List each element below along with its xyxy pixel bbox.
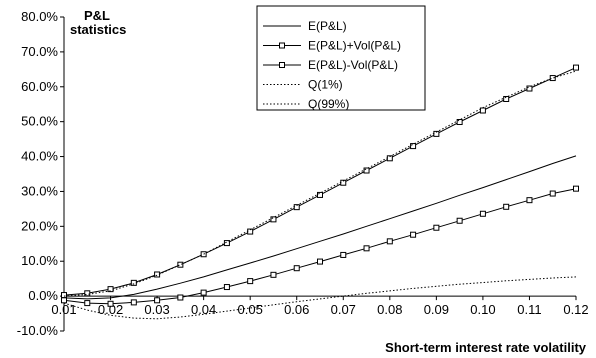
series-1-marker bbox=[503, 95, 510, 102]
series-2-marker bbox=[549, 190, 556, 197]
series-1-marker bbox=[223, 240, 230, 247]
y-tick-label: 0.0% bbox=[28, 288, 58, 303]
series-1-marker bbox=[456, 119, 463, 126]
legend-marker-2 bbox=[279, 62, 285, 68]
x-tick-label: 0.11 bbox=[517, 302, 541, 317]
y-tick-label: 70.0% bbox=[21, 44, 58, 59]
series-2-marker bbox=[503, 203, 510, 210]
legend-label-3: Q(1%) bbox=[308, 78, 343, 92]
series-1-marker bbox=[84, 290, 91, 297]
series-1-marker bbox=[526, 85, 533, 92]
y-tick-label: 40.0% bbox=[21, 149, 58, 164]
series-2-marker bbox=[386, 238, 393, 245]
series-line-2 bbox=[63, 188, 577, 305]
legend-label-2: E(P&L)-Vol(P&L) bbox=[308, 58, 398, 72]
series-2-marker bbox=[317, 258, 323, 265]
series-2-marker bbox=[247, 278, 254, 285]
series-2-marker bbox=[573, 185, 579, 192]
series-2-marker bbox=[200, 289, 207, 296]
y-tick-label: 30.0% bbox=[21, 183, 58, 198]
legend-label-4: Q(99%) bbox=[308, 97, 349, 111]
series-1-marker bbox=[410, 143, 417, 150]
series-1-marker bbox=[61, 292, 67, 299]
series-2-marker bbox=[363, 245, 370, 252]
series-line-3 bbox=[63, 276, 577, 320]
legend-label-1: E(P&L)+Vol(P&L) bbox=[308, 39, 401, 53]
x-tick-label: 0.05 bbox=[238, 302, 263, 317]
series-1-marker bbox=[549, 75, 556, 82]
x-tick-label: 0.10 bbox=[470, 302, 495, 317]
legend-marker-1 bbox=[279, 42, 285, 49]
x-tick-label: 0.12 bbox=[563, 302, 588, 317]
series-2-marker bbox=[433, 224, 440, 231]
x-tick-label: 0.09 bbox=[424, 302, 449, 317]
series-2-marker bbox=[293, 265, 300, 272]
y-axis-title-line2: statistics bbox=[70, 22, 126, 37]
series-1-marker bbox=[154, 271, 161, 278]
series-group bbox=[61, 64, 579, 320]
x-tick-label: 0.04 bbox=[191, 302, 216, 317]
y-tick-label: 10.0% bbox=[21, 253, 58, 268]
legend-box bbox=[256, 5, 426, 111]
x-tick-label: 0.08 bbox=[377, 302, 402, 317]
series-line-4 bbox=[63, 70, 577, 297]
series-2-marker bbox=[456, 217, 463, 224]
series-2-marker bbox=[107, 300, 114, 307]
x-tick-label: 0.07 bbox=[331, 302, 356, 317]
y-tick-label: 50.0% bbox=[21, 114, 58, 129]
series-2-marker bbox=[177, 294, 184, 301]
y-axis-title-line1: P&L bbox=[84, 8, 110, 23]
series-line-0 bbox=[63, 155, 577, 300]
x-axis-ticks: 0.01 0.02 0.03 0.04 0.05 0.06 0.07 0.08 0.09 0.10… bbox=[51, 296, 589, 317]
series-1-marker bbox=[317, 191, 323, 198]
y-axis-ticks: -10.0% 0.0% 10.0% 20.0% 30.0% 40.0% 50.0% 60.0%… bbox=[17, 9, 64, 338]
x-tick-label: 0.01 bbox=[51, 302, 76, 317]
y-tick-label: -10.0% bbox=[17, 323, 59, 338]
series-1-marker bbox=[107, 286, 114, 293]
legend-label-0: E(P&L) bbox=[308, 19, 347, 33]
y-tick-label: 20.0% bbox=[21, 218, 58, 233]
series-1-marker bbox=[573, 64, 579, 71]
series-2-marker bbox=[223, 284, 230, 291]
series-2-marker bbox=[526, 197, 533, 204]
series-1-marker bbox=[177, 261, 184, 268]
y-tick-label: 60.0% bbox=[21, 79, 58, 94]
series-2-marker bbox=[410, 231, 417, 238]
series-1-marker bbox=[363, 167, 370, 174]
legend: E(P&L) E(P&L)+Vol(P&L) E(P&L)-Vol(P&L) Q(1%… bbox=[256, 5, 426, 111]
series-2-marker bbox=[130, 299, 137, 306]
series-2-marker bbox=[340, 251, 347, 258]
series-1-marker bbox=[479, 107, 486, 114]
x-axis-title: Short-term interest rate volatility bbox=[385, 340, 587, 355]
x-tick-label: 0.02 bbox=[98, 302, 123, 317]
series-2-marker bbox=[84, 300, 91, 307]
series-1-marker bbox=[130, 279, 137, 286]
series-2-marker bbox=[61, 297, 67, 304]
series-2-marker bbox=[154, 297, 161, 304]
series-1-marker bbox=[270, 216, 277, 223]
plot-area: -10.0% 0.0% 10.0% 20.0% 30.0% 40.0% 50.0% 60.0%… bbox=[17, 9, 589, 338]
x-tick-label: 0.03 bbox=[144, 302, 169, 317]
series-2-marker bbox=[479, 210, 486, 217]
y-tick-label: 80.0% bbox=[21, 9, 58, 24]
series-2-marker bbox=[270, 271, 277, 278]
x-tick-label: 0.06 bbox=[284, 302, 309, 317]
